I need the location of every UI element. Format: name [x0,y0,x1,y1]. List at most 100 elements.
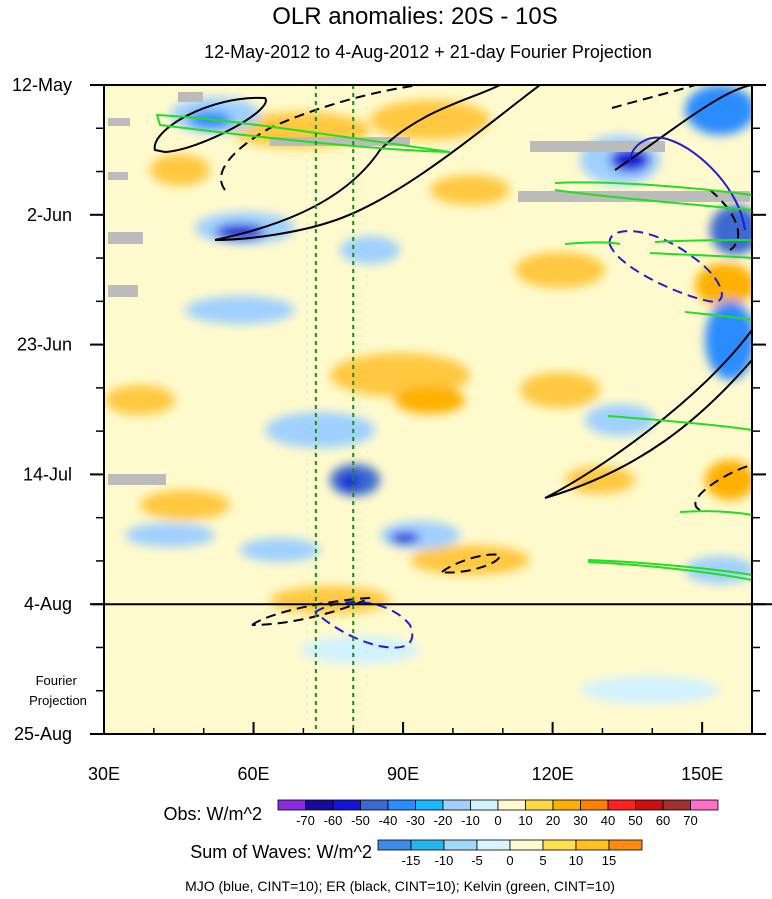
er-contour-dashed [251,597,371,626]
kelvin-contour [654,239,752,243]
colorbar-swatch [497,799,526,811]
colorbar-level-label: 0 [506,853,513,868]
colorbar-level-label: -30 [406,813,425,828]
projection-label: Fourier Projection [29,673,87,708]
colorbar-swatch [377,839,412,851]
negative-patch [240,538,320,562]
er-contour-dashed [611,85,696,109]
er-contour-dashed [694,464,752,511]
colorbar-swatch [525,799,554,811]
colorbar-level-label: -40 [379,813,398,828]
colorbar-level-label: -70 [296,813,315,828]
er-contours [153,85,752,626]
mjo-contour [629,136,746,231]
positive-patch [270,586,390,614]
colorbar-level-label: -5 [471,853,483,868]
negative-patch [580,676,720,704]
negative-patch [185,296,295,324]
negative-patch [705,300,752,380]
positive-patch [515,252,605,288]
missing-data-bar [108,285,138,297]
colorbar-level-label: -50 [351,813,370,828]
waves-colorbar: -15 -10 -5 0 5 10 15 [377,839,643,868]
positive-patch [410,545,530,575]
colorbar-swatch [509,839,544,851]
kelvin-contour [155,113,451,153]
negative-patch [380,521,460,549]
y-tick-label: 2-Jun [27,205,72,225]
positive-patch [695,263,752,307]
positive-patch [105,385,175,415]
colorbar-swatch [552,799,581,811]
x-tick-label: 90E [387,764,419,784]
positive-patch [330,353,470,397]
positive-patch [565,466,635,494]
positive-patch [370,100,490,140]
projection-label-line-1: Fourier [36,673,78,688]
obs-colorbar: -70 -60 -50 -40 -30 -20 -10 0 10 20 30 40 50 60 70 [277,799,719,828]
plot-frame [103,84,753,735]
missing-data-bar [108,118,130,126]
chart-title: OLR anomalies: 20S - 10S [272,3,557,30]
waves-colorbar-label: Sum of Waves: W/m^2 [190,842,372,862]
colorbar-level-label: 40 [601,813,615,828]
colorbar-level-label: 5 [539,853,546,868]
obs-colorbar-label: Obs: W/m^2 [164,804,262,824]
positive-patch [705,460,752,500]
colorbar-swatch [443,839,478,851]
anomaly-field [104,85,752,734]
colorbar-level-label: -20 [434,813,453,828]
x-axis: 30E 60E 90E 120E 150E [88,722,753,784]
negative-patch [125,523,215,547]
colorbar-level-label: 50 [628,813,642,828]
colorbar-level-label: 20 [546,813,560,828]
negative-patch [265,412,375,448]
colorbar-swatch [415,799,444,811]
missing-data-bar [108,474,166,485]
mjo-contours [314,136,746,649]
missing-data-bar [518,191,750,202]
er-contour [214,85,541,241]
colorbar-swatch [575,839,610,851]
colorbar-swatch [305,799,334,811]
y-tick-label: 23-Jun [17,335,72,355]
projection-background [104,603,752,734]
er-contour-dashed [220,85,421,191]
negative-patch [685,85,752,135]
negative-patch [585,404,655,436]
colorbar-swatch [542,839,577,851]
colorbar-swatch [690,799,719,811]
colorbar-swatch [387,799,416,811]
positive-patch [140,490,230,520]
positive-patch [430,175,510,205]
kelvin-contour [649,252,752,259]
colorbar-swatch [277,799,306,811]
colorbar-swatch [635,799,664,811]
colorbar-swatch [410,839,445,851]
kelvin-contour [684,311,752,321]
negative-patch [390,532,420,544]
missing-data-bar [530,141,665,152]
missing-data-bar [270,137,410,146]
colorbar-swatch [607,799,636,811]
er-contour-dashed [709,189,740,251]
er-contour [544,329,752,499]
kelvin-contour [564,241,621,245]
negative-patch [340,475,360,489]
projection-label-line-2: Projection [29,693,87,708]
chart-subtitle: 12-May-2012 to 4-Aug-2012 + 21-day Fouri… [204,42,652,62]
er-contour [153,96,267,154]
kelvin-contour [587,559,752,581]
colorbar-level-label: 10 [569,853,583,868]
colorbar-level-label: 60 [656,813,670,828]
x-tick-label: 60E [238,764,270,784]
negative-patch [340,236,400,264]
colorbar-level-label: 15 [602,853,616,868]
kelvin-contour [679,510,752,516]
colorbar-swatch [608,839,643,851]
colorbar-swatch [470,799,499,811]
positive-patch [520,372,600,408]
colorbar-level-label: -10 [435,853,454,868]
colorbar-level-label: 0 [494,813,501,828]
